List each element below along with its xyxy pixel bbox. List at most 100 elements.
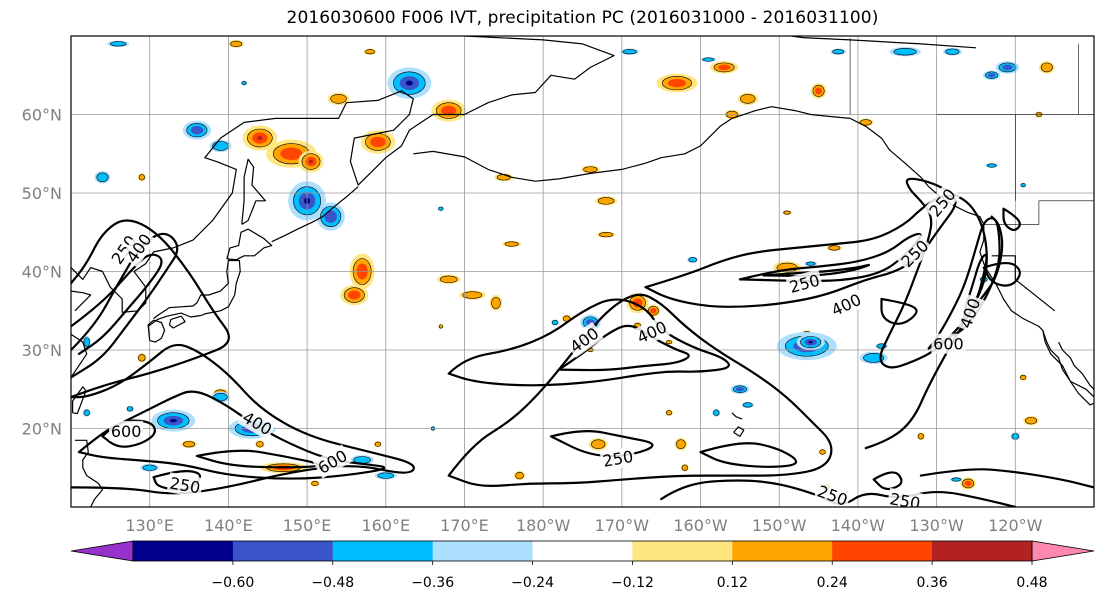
contour-label-background [954,293,985,333]
coastline [74,439,104,507]
coastline [413,106,1094,398]
contour-label-background [923,182,961,222]
pc-contour-fill [828,245,841,251]
contour-label-background [886,487,924,507]
pc-contour-fill [945,48,960,55]
coastline [241,158,266,225]
pc-contour-fill [438,324,443,329]
latitude-tick-label: 60°N [22,106,62,125]
pc-contour-fill [551,319,559,326]
pc-contour-fill [717,64,731,71]
colorbar-outline [132,540,1033,562]
colorbar-swatch [632,541,733,561]
pc-contour-fill [832,49,845,55]
coastline [669,36,977,49]
ivt-contour-label: 250 [888,489,921,513]
contour-label-background [813,479,853,507]
colorbar-swatch [232,541,334,561]
pc-contour-fill [241,81,247,86]
ivt-contour-label-group: 600 [109,420,144,441]
pc-contour-fill [805,261,816,266]
colorbar-tick-label: −0.12 [611,575,654,591]
contour-label-background [895,234,934,273]
pc-contour-fill [859,119,872,126]
pc-contour-fill [190,126,204,135]
pc-contour-fill [622,49,637,55]
pc-contour-fill [370,136,386,148]
pc-contour-fill [109,41,127,47]
coastline [72,386,87,415]
pc-contour-fill [280,147,303,160]
colorbar-tick-label: −0.24 [511,575,554,591]
pc-contour-fill [917,433,925,440]
pc-contour-fill [987,73,996,78]
coastline [71,333,88,378]
ivt-contour-label: 600 [111,422,142,441]
pc-contour-fill [439,275,458,284]
pc-contour-fill [688,257,697,263]
pc-contour-fill [676,439,686,450]
pc-contour-fill [1002,64,1013,71]
pc-contour-fill [308,159,314,164]
longitude-tick-label: 170°E [440,516,489,535]
contour-label-background [312,444,353,479]
contour-label-background [785,269,824,298]
colorbar-swatch [832,541,933,561]
colorbar-tick-label: −0.36 [411,575,454,591]
pc-contour-fill [257,136,263,141]
colorbar-tick-label: 0.48 [1016,575,1047,591]
longitude-tick-label: 150°W [752,516,807,535]
ivt-contour-label-group: 250 [813,479,853,507]
pc-contour-fill [126,406,134,412]
pc-contour-fill [183,441,196,448]
ivt-contour-label-group: 250 [599,445,637,472]
colorbar-swatch [932,541,1033,561]
contour-label-background [109,420,144,441]
contour-label-background [564,321,604,358]
pc-contour-fill [230,40,243,47]
pc-contour-fill [599,232,614,238]
contour-label-background [120,228,157,268]
pc-contour-fill [815,87,823,95]
pc-contour-fill [374,441,382,447]
pc-contour-fill [324,210,337,223]
coastline [147,259,241,327]
pc-contour-fill [808,340,813,344]
map-title: 2016030600 F006 IVT, precipitation PC (2… [286,8,879,28]
pc-contour-fill [1020,183,1026,188]
ivt-contour-line [1002,207,1021,232]
contour-label-background [166,472,204,498]
longitude-labels: 130°E 140°E 150°E 160°E 170°E 180°W 170°W 160°W… [125,516,1042,535]
pc-contour-fill [681,464,688,471]
pc-contour-fill [702,57,715,62]
ivt-contour-label: 250 [787,271,821,297]
graticule [71,36,1094,507]
longitude-tick-label: 140°W [831,516,886,535]
pc-contour-fill [169,418,177,423]
colorbar-tick-label: 0.36 [917,575,948,591]
latitude-tick-label: 20°N [22,420,62,439]
ivt-contour-line [101,419,157,448]
coastline [1058,341,1094,390]
pc-contour-fill [138,354,146,362]
pc-contour-fill [438,206,444,211]
coastline [168,315,186,329]
pc-contour-fill [665,340,673,345]
pc-contour-fill [504,241,519,247]
longitude-tick-label: 120°W [988,516,1043,535]
pc-contour-fill [863,353,885,363]
coastline [147,319,166,343]
pc-contour-fill [441,105,457,116]
contour-label-background [826,288,866,321]
colorbar-extend-high [1031,540,1095,562]
ivt-contour-line [699,442,798,468]
pc-contour-fill [311,480,319,487]
pc-contour-fill [783,210,791,215]
pc-contour-fill [740,93,756,104]
ivt-contour-line [71,219,230,399]
ivt-contour-line [71,343,415,495]
pc-contour-fill [496,174,511,181]
pc-contour-fill [1020,374,1027,381]
colorbar-swatch [432,541,534,561]
pc-contour-fill [583,166,598,173]
